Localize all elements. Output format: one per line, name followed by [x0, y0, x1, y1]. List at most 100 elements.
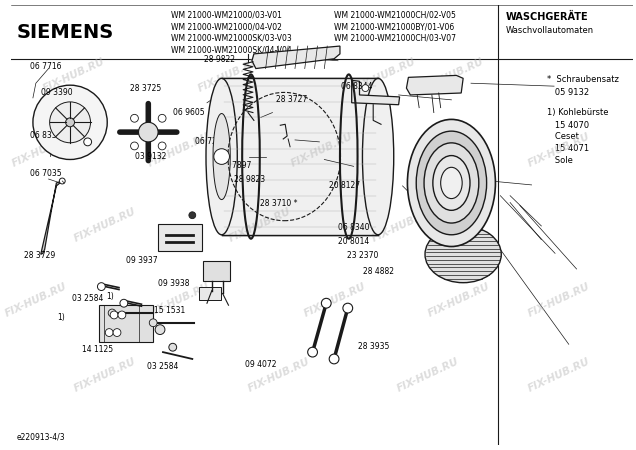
- Circle shape: [59, 178, 65, 184]
- Text: 23 2370: 23 2370: [347, 251, 378, 260]
- Circle shape: [120, 299, 128, 307]
- Circle shape: [33, 85, 107, 159]
- Text: 20 7897: 20 7897: [220, 161, 251, 170]
- Circle shape: [149, 319, 157, 327]
- Text: 06 9605: 06 9605: [173, 108, 205, 117]
- Text: FIX-HUB.RU: FIX-HUB.RU: [197, 57, 261, 94]
- Text: WM 21000-WM21000SK/03-V03: WM 21000-WM21000SK/03-V03: [171, 34, 291, 43]
- Text: 1): 1): [57, 313, 65, 322]
- Text: 09 3937: 09 3937: [127, 256, 158, 265]
- Text: FIX-HUB.RU: FIX-HUB.RU: [290, 131, 355, 169]
- Circle shape: [113, 328, 121, 337]
- Circle shape: [66, 118, 74, 127]
- Text: FIX-HUB.RU: FIX-HUB.RU: [246, 356, 312, 393]
- Text: 15 4071: 15 4071: [548, 144, 590, 153]
- Circle shape: [130, 114, 139, 122]
- Text: FIX-HUB.RU: FIX-HUB.RU: [228, 206, 293, 244]
- Text: FIX-HUB.RU: FIX-HUB.RU: [420, 131, 485, 169]
- Text: FIX-HUB.RU: FIX-HUB.RU: [147, 281, 212, 319]
- Text: 03 9132: 03 9132: [135, 152, 166, 161]
- Polygon shape: [41, 181, 62, 254]
- Text: SIEMENS: SIEMENS: [17, 23, 114, 42]
- Circle shape: [139, 122, 158, 142]
- Text: 09 4072: 09 4072: [245, 360, 276, 369]
- Polygon shape: [352, 80, 399, 105]
- Text: 14 1125: 14 1125: [81, 345, 113, 354]
- Text: FIX-HUB.RU: FIX-HUB.RU: [371, 206, 436, 244]
- Text: FIX-HUB.RU: FIX-HUB.RU: [396, 356, 460, 393]
- Text: 15 1531: 15 1531: [155, 306, 186, 315]
- Circle shape: [97, 283, 106, 291]
- Text: 03 2584: 03 2584: [147, 362, 178, 371]
- Circle shape: [169, 343, 177, 351]
- Text: 28 3729: 28 3729: [24, 251, 55, 260]
- Text: 28 3725: 28 3725: [130, 84, 161, 93]
- Text: 03 2584: 03 2584: [73, 294, 104, 303]
- Text: FIX-HUB.RU: FIX-HUB.RU: [352, 57, 417, 94]
- Ellipse shape: [425, 226, 501, 283]
- Circle shape: [50, 102, 90, 143]
- Text: 28 9822: 28 9822: [204, 55, 235, 64]
- Text: FIX-HUB.RU: FIX-HUB.RU: [526, 131, 591, 169]
- Text: 06 8340: 06 8340: [338, 223, 370, 232]
- Ellipse shape: [416, 131, 487, 235]
- Text: 20 8014: 20 8014: [338, 237, 369, 246]
- Ellipse shape: [206, 78, 237, 235]
- FancyBboxPatch shape: [199, 287, 221, 300]
- Text: WM 21000-WM21000CH/03-V07: WM 21000-WM21000CH/03-V07: [334, 34, 456, 43]
- Ellipse shape: [363, 78, 394, 235]
- Text: 06 7716: 06 7716: [30, 62, 62, 71]
- Circle shape: [214, 149, 230, 164]
- Text: FIX-HUB.RU: FIX-HUB.RU: [302, 281, 368, 319]
- Text: FIX-HUB.RU: FIX-HUB.RU: [10, 131, 75, 169]
- Circle shape: [329, 354, 339, 364]
- Text: 06 7035: 06 7035: [30, 169, 62, 178]
- Text: 28 3935: 28 3935: [359, 342, 390, 351]
- Circle shape: [189, 212, 196, 219]
- Text: WM 21000-WM21000/04-V02: WM 21000-WM21000/04-V02: [171, 22, 282, 31]
- Text: 15 4070: 15 4070: [548, 121, 590, 130]
- FancyBboxPatch shape: [203, 261, 230, 281]
- Text: FIX-HUB.RU: FIX-HUB.RU: [72, 356, 137, 393]
- Text: WM 21000-WM21000SK/04-V04: WM 21000-WM21000SK/04-V04: [171, 45, 291, 54]
- Ellipse shape: [213, 113, 230, 200]
- Text: *  Schraubensatz: * Schraubensatz: [548, 75, 619, 84]
- Ellipse shape: [433, 156, 470, 210]
- Text: 1) Kohlebürste: 1) Kohlebürste: [548, 108, 609, 117]
- Text: FIX-HUB.RU: FIX-HUB.RU: [420, 57, 485, 94]
- Circle shape: [108, 309, 116, 317]
- Text: 06 8338: 06 8338: [30, 131, 62, 140]
- Circle shape: [84, 138, 92, 146]
- Circle shape: [155, 325, 165, 334]
- Text: 28 3710 *: 28 3710 *: [260, 199, 298, 208]
- Text: FIX-HUB.RU: FIX-HUB.RU: [427, 281, 492, 319]
- Circle shape: [106, 328, 113, 337]
- Text: FIX-HUB.RU: FIX-HUB.RU: [147, 131, 212, 169]
- Ellipse shape: [424, 143, 479, 223]
- Text: 20 8127: 20 8127: [329, 181, 360, 190]
- Circle shape: [158, 114, 166, 122]
- Text: WASCHGERÄTE: WASCHGERÄTE: [506, 12, 589, 22]
- Text: Waschvollautomaten: Waschvollautomaten: [506, 26, 594, 35]
- Circle shape: [110, 311, 118, 319]
- Circle shape: [362, 85, 369, 91]
- Text: 09 3390: 09 3390: [41, 89, 73, 98]
- Text: 28 3727: 28 3727: [276, 95, 307, 104]
- Text: 05 9132: 05 9132: [548, 89, 590, 98]
- FancyBboxPatch shape: [221, 78, 378, 235]
- Text: WM 21000-WM21000BY/01-V06: WM 21000-WM21000BY/01-V06: [334, 22, 454, 31]
- Text: 09 3938: 09 3938: [158, 279, 189, 288]
- Text: FIX-HUB.RU: FIX-HUB.RU: [72, 206, 137, 244]
- Text: Sole: Sole: [548, 156, 573, 165]
- Text: 06 8344: 06 8344: [341, 82, 373, 91]
- Circle shape: [118, 311, 126, 319]
- Circle shape: [343, 303, 353, 313]
- Circle shape: [158, 142, 166, 150]
- Circle shape: [321, 298, 331, 308]
- Ellipse shape: [441, 167, 462, 198]
- Text: e220913-4/3: e220913-4/3: [17, 433, 65, 442]
- Text: 1): 1): [106, 292, 114, 301]
- Text: 28 9823: 28 9823: [234, 175, 265, 184]
- Text: FIX-HUB.RU: FIX-HUB.RU: [4, 281, 69, 319]
- Text: 28 4882: 28 4882: [363, 267, 394, 276]
